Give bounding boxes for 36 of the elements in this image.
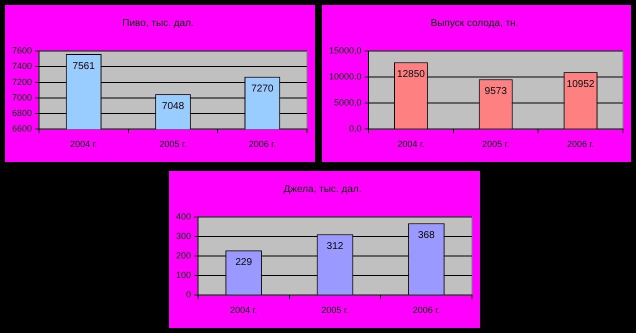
y-tick-label: 6600 bbox=[12, 124, 32, 134]
y-tick-label: 200 bbox=[176, 250, 192, 261]
y-tick-label: 7600 bbox=[12, 45, 32, 56]
x-tick-label: 2006 г. bbox=[412, 305, 440, 316]
x-tick-label: 2004 г. bbox=[230, 305, 258, 316]
chart-title: Джела, тыс. дал. bbox=[284, 184, 362, 195]
x-tick-label: 2005 г. bbox=[159, 139, 187, 150]
x-tick-label: 2004 г. bbox=[70, 139, 98, 150]
data-label: 7270 bbox=[251, 84, 274, 95]
y-tick-label: 7000 bbox=[12, 92, 32, 102]
y-tick-label: 7400 bbox=[12, 61, 32, 72]
data-label: 312 bbox=[326, 240, 344, 252]
y-tick-label: 7200 bbox=[12, 76, 32, 87]
data-label: 9573 bbox=[484, 86, 508, 98]
data-label: 10952 bbox=[566, 78, 595, 90]
y-tick-label: 300 bbox=[176, 231, 192, 242]
x-tick-label: 2005 г. bbox=[321, 305, 349, 316]
y-tick-label: 0,0 bbox=[349, 124, 362, 134]
x-tick-label: 2006 г. bbox=[566, 139, 594, 150]
data-label: 229 bbox=[235, 257, 252, 268]
data-label: 12850 bbox=[397, 68, 426, 80]
y-tick-label: 5000,0 bbox=[334, 98, 362, 108]
data-label: 368 bbox=[418, 230, 436, 242]
x-tick-label: 2005 г. bbox=[482, 139, 510, 150]
y-tick-label: 10000,0 bbox=[328, 72, 362, 82]
x-tick-label: 2004 г. bbox=[397, 139, 425, 150]
y-tick-label: 15000,0 bbox=[328, 45, 362, 56]
y-tick-label: 100 bbox=[176, 270, 192, 280]
y-tick-label: 400 bbox=[176, 211, 192, 222]
chart-title: Пиво, тыс. дал. bbox=[122, 18, 194, 29]
y-tick-label: 6800 bbox=[12, 108, 32, 118]
y-tick-label: 0 bbox=[186, 290, 192, 300]
x-tick-label: 2006 г. bbox=[248, 139, 276, 150]
data-label: 7048 bbox=[162, 100, 185, 112]
chart-title: Выпуск солода, тн. bbox=[430, 18, 518, 29]
data-label: 7561 bbox=[72, 60, 96, 72]
